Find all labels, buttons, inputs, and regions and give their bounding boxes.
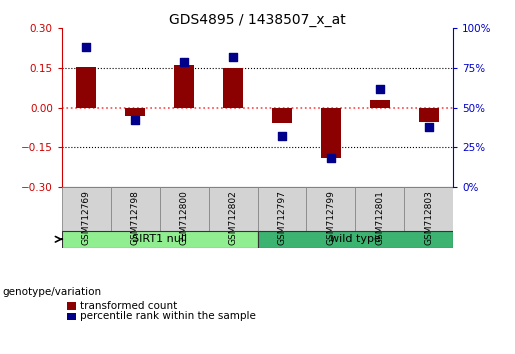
Text: GSM712797: GSM712797	[278, 190, 286, 245]
Bar	[321, 108, 340, 158]
Bar	[111, 187, 160, 231]
Text: GSM712798: GSM712798	[131, 190, 140, 245]
Point	[424, 124, 433, 130]
Bar	[258, 187, 306, 231]
Bar	[306, 187, 355, 231]
Text: wild type: wild type	[330, 234, 381, 244]
Text: genotype/variation: genotype/variation	[3, 287, 101, 297]
Point	[180, 59, 188, 64]
Bar	[404, 187, 453, 231]
Bar	[62, 231, 258, 248]
Bar	[76, 67, 96, 108]
Point	[327, 155, 335, 161]
Bar	[209, 187, 258, 231]
Title: GDS4895 / 1438507_x_at: GDS4895 / 1438507_x_at	[169, 13, 346, 27]
Text: GSM712802: GSM712802	[229, 190, 237, 245]
Bar	[355, 187, 404, 231]
Bar	[223, 68, 243, 108]
Text: GSM712801: GSM712801	[375, 190, 384, 245]
Bar	[272, 108, 291, 124]
Point	[229, 54, 237, 60]
Point	[82, 45, 91, 50]
Bar	[125, 108, 145, 115]
Text: GSM712769: GSM712769	[82, 190, 91, 245]
Text: GSM712800: GSM712800	[180, 190, 188, 245]
Bar	[160, 187, 209, 231]
Text: GSM712799: GSM712799	[327, 190, 335, 245]
Bar	[370, 100, 389, 108]
Text: percentile rank within the sample: percentile rank within the sample	[80, 312, 256, 321]
Point	[278, 133, 286, 139]
Point	[131, 118, 139, 123]
Point	[375, 86, 384, 91]
Text: transformed count: transformed count	[80, 301, 177, 311]
Bar	[62, 187, 111, 231]
Text: GSM712803: GSM712803	[424, 190, 433, 245]
Text: SIRT1 null: SIRT1 null	[132, 234, 187, 244]
Bar	[258, 231, 453, 248]
Bar	[419, 108, 438, 122]
Bar	[174, 65, 194, 108]
